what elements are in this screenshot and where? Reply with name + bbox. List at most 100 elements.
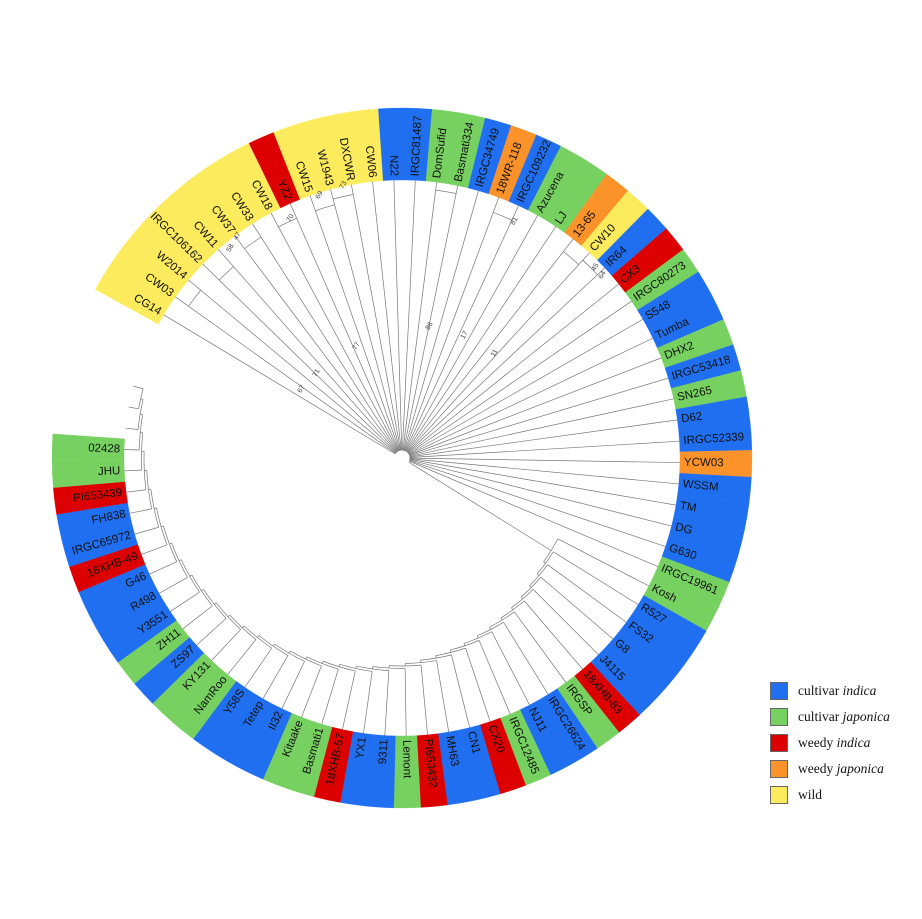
legend-swatch [770, 708, 788, 726]
branch-arc [332, 194, 354, 200]
bootstrap-value: 47 [233, 231, 243, 241]
terminal-branch [182, 605, 213, 630]
terminal-branch [409, 377, 669, 457]
branch-arc [394, 449, 411, 462]
branch-arc [543, 538, 559, 562]
legend-item-ci: cultivar indica [770, 678, 890, 704]
branch-arc [315, 204, 335, 212]
terminal-branch [141, 544, 168, 555]
category-band-cj [51, 433, 125, 461]
terminal-branch [351, 184, 401, 451]
terminal-branch [514, 611, 567, 683]
leaf-label: YCW03 [684, 457, 724, 470]
internal-branch [257, 635, 260, 638]
terminal-branch [393, 180, 403, 451]
terminal-branch [403, 190, 479, 451]
branch-arc [180, 559, 200, 593]
internal-branch [543, 561, 546, 564]
terminal-branch [478, 640, 511, 715]
terminal-branch [408, 283, 620, 454]
branch-arc [493, 212, 513, 221]
bootstrap-value: 70 [286, 213, 296, 223]
terminal-branch [406, 226, 557, 452]
terminal-branch [170, 591, 200, 612]
bootstrap-value: 17 [460, 330, 470, 340]
internal-branch [529, 585, 532, 588]
internal-branch [476, 635, 479, 639]
terminal-branch [321, 669, 339, 725]
internal-branch [272, 643, 275, 647]
terminal-branch [128, 406, 139, 410]
terminal-branch [409, 357, 662, 456]
internal-branch [160, 525, 164, 527]
legend-item-wild: wild [770, 782, 890, 808]
leaf-label: PI653432 [422, 738, 438, 788]
terminal-branch [408, 300, 632, 454]
terminal-branch [175, 296, 396, 454]
terminal-branch [409, 459, 677, 506]
terminal-branch [503, 621, 549, 695]
terminal-branch [125, 427, 139, 430]
terminal-branch [409, 337, 654, 455]
terminal-branch [553, 551, 639, 605]
terminal-branch [407, 267, 606, 453]
terminal-branch [402, 180, 416, 451]
terminal-branch [163, 314, 396, 455]
terminal-branch [252, 223, 398, 452]
terminal-branch [196, 618, 227, 646]
terminal-branch [262, 655, 289, 699]
bootstrap-value: 69 [315, 190, 325, 200]
bootstrap-value: 77 [352, 341, 362, 351]
branch-arc [511, 589, 534, 609]
terminal-branch [409, 458, 679, 485]
terminal-branch [404, 197, 500, 451]
branch-arc [203, 589, 227, 619]
branch-arc [529, 564, 548, 586]
internal-branch [242, 625, 245, 628]
terminal-branch [547, 564, 627, 623]
legend-item-wi: weedy indica [770, 730, 890, 756]
branch-arc [244, 236, 262, 249]
terminal-branch [124, 469, 142, 472]
terminal-branch [420, 665, 428, 735]
terminal-branch [557, 538, 649, 587]
branch-arc [339, 663, 373, 672]
terminal-branch [129, 508, 152, 514]
terminal-branch [540, 576, 614, 640]
internal-branch [201, 589, 204, 592]
branch-arc [137, 399, 144, 430]
terminal-branch [126, 489, 147, 493]
internal-branch [511, 607, 514, 611]
leaf-label: CN1 [465, 730, 482, 755]
leaf-label: 02428 [88, 442, 120, 455]
legend-label: weedy [798, 761, 834, 776]
legend-label-italic: japonica [833, 761, 884, 776]
internal-branch [321, 661, 324, 664]
bootstrap-value: 81 [510, 216, 520, 226]
internal-branch [140, 398, 144, 400]
branch-arc [188, 289, 202, 307]
terminal-branch [406, 238, 574, 452]
legend-label-italic: indica [839, 683, 877, 698]
terminal-branch [158, 577, 188, 594]
bootstrap-value: 73 [339, 180, 349, 190]
terminal-branch [409, 419, 678, 458]
category-ring [51, 107, 753, 809]
legend-label-italic: indica [833, 735, 871, 750]
terminal-branch [404, 668, 407, 736]
terminal-branch [409, 440, 680, 458]
internal-branch [169, 542, 172, 545]
leaf-label: JHU [98, 465, 121, 478]
terminal-branch [407, 252, 590, 453]
terminal-branch [188, 279, 397, 454]
bootstrap-value: 11 [490, 348, 500, 358]
terminal-branch [218, 249, 397, 453]
leaf-label: IRGC81487 [410, 115, 425, 176]
terminal-branch [408, 318, 644, 455]
branch-arc [389, 664, 422, 667]
terminal-branch [409, 459, 672, 527]
branch-arc [435, 189, 457, 194]
internal-branch [449, 649, 452, 653]
legend-label: cultivar [798, 709, 840, 724]
branch-arc [215, 602, 241, 630]
